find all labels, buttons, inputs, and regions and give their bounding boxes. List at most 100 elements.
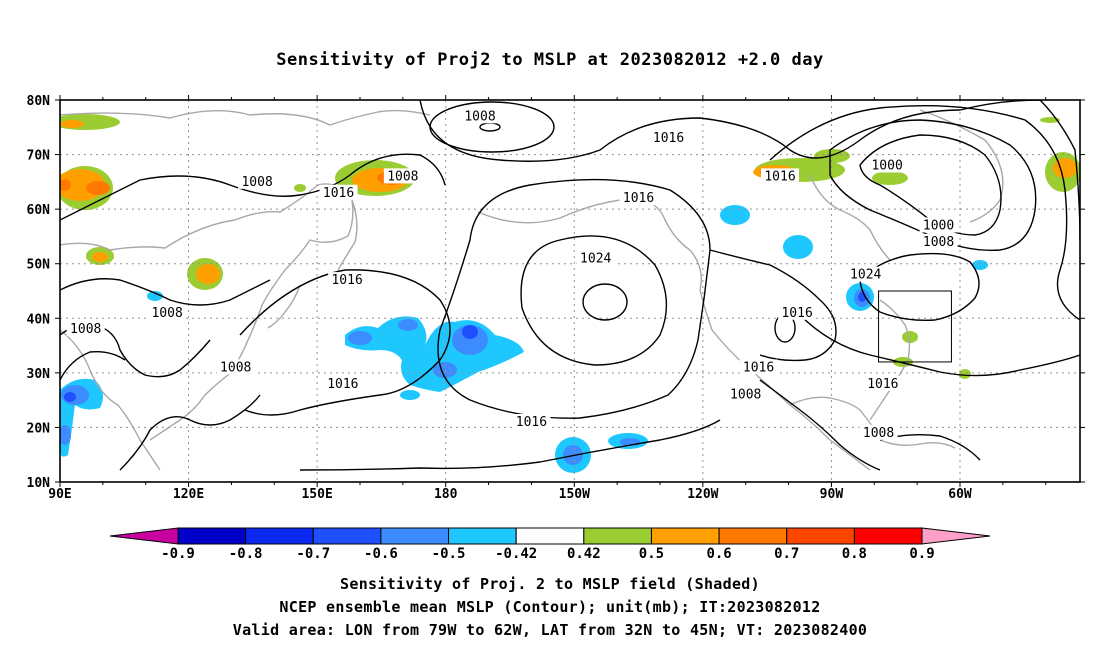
colorbar-label: 0.8 xyxy=(842,546,867,562)
shade-patch xyxy=(92,252,108,262)
colorbar-label: -0.9 xyxy=(161,546,195,562)
contour-1016-na xyxy=(709,249,837,362)
colorbar-label: -0.6 xyxy=(364,546,398,562)
shade-patch xyxy=(462,325,478,339)
contour-pacific-inner xyxy=(582,283,628,321)
contour-1016-arctic xyxy=(419,100,1041,162)
shade-patch xyxy=(64,392,76,402)
contour-label-bg xyxy=(859,424,898,440)
contour-label: 1024 xyxy=(850,268,881,283)
contour-1008-na-gulf xyxy=(759,379,881,471)
shade-patch xyxy=(60,425,71,445)
shade-patch xyxy=(902,331,918,343)
lat-label: 20N xyxy=(27,421,51,436)
contour-labels: 1008101610001016100810161008101610001008… xyxy=(66,108,958,441)
contour-label: 1008 xyxy=(220,360,251,375)
shade-patch xyxy=(872,171,908,185)
valid-area-box xyxy=(878,290,952,363)
colorbar-label: -0.8 xyxy=(229,546,263,562)
shade-patch xyxy=(147,291,163,301)
contour-1016-atlantic-outer xyxy=(769,105,1080,321)
lon-label: 60W xyxy=(948,487,972,502)
contour-label: 1008 xyxy=(151,306,182,321)
shade-patch xyxy=(60,120,84,128)
contour-1016-atlantic xyxy=(799,314,1080,377)
contour-label: 1008 xyxy=(241,175,272,190)
colorbar-label: 0.42 xyxy=(567,546,601,562)
contour-label-bg xyxy=(619,190,658,206)
shade-patch xyxy=(348,331,372,345)
contour-label-bg xyxy=(761,168,799,184)
coastline-kamchatka xyxy=(337,199,358,271)
coastline-asia-east xyxy=(60,183,354,441)
contour-label-bg xyxy=(461,108,499,124)
contour-1008-pacific-outer xyxy=(299,419,721,471)
contour-label: 1016 xyxy=(323,186,354,201)
contour-label-bg xyxy=(319,184,358,200)
contour-1008-atlantic xyxy=(829,119,1037,251)
colorbar-label: 0.7 xyxy=(774,546,799,562)
shade-patch xyxy=(959,369,971,379)
contour-label-bg xyxy=(726,386,765,402)
contour-label-bg xyxy=(846,266,885,282)
latitude-labels: 80N 70N 60N 50N 40N 30N 20N 10N xyxy=(27,94,51,491)
colorbar-swatch xyxy=(245,527,314,545)
map-title: Sensitivity of Proj2 to MSLP at 20230820… xyxy=(276,50,824,70)
coastline-gulf xyxy=(789,396,876,431)
contour-label: 1016 xyxy=(653,131,684,146)
contour-label: 1016 xyxy=(516,415,547,430)
colorbar-swatch xyxy=(650,527,720,545)
shade-patch xyxy=(345,316,524,392)
contour-1016-south-asia xyxy=(119,394,261,471)
contour-label-bg xyxy=(576,250,615,266)
coastline-alaska xyxy=(477,197,691,251)
colorbar-swatch xyxy=(312,527,382,545)
lon-label: 180 xyxy=(434,487,458,502)
contour-label: 1000 xyxy=(923,219,954,234)
contour-label: 1008 xyxy=(863,426,894,441)
shade-patch xyxy=(294,184,306,192)
lat-label: 50N xyxy=(27,258,51,273)
contour-label: 1016 xyxy=(764,169,795,184)
colorbar-swatch xyxy=(853,527,923,545)
colorbar-label: 0.9 xyxy=(909,546,934,562)
longitude-labels: 90E 120E 150E 180 150W 120W 90W 60W xyxy=(48,487,972,502)
shade-patch xyxy=(972,260,988,270)
colorbar-swatch xyxy=(583,527,652,545)
contour-label: 1008 xyxy=(923,235,954,250)
contour-label-bg xyxy=(216,359,255,375)
colorbar-label: -0.42 xyxy=(495,546,537,562)
shade-patch xyxy=(400,390,420,400)
contour-label: 1008 xyxy=(70,322,101,337)
contour-label-bg xyxy=(649,130,688,146)
lon-label: 150E xyxy=(301,487,332,502)
colorbar-swatch xyxy=(786,527,855,545)
shade-patch xyxy=(783,235,813,259)
contour-label: 1008 xyxy=(387,169,418,184)
coastline-caribbean xyxy=(879,439,956,449)
colorbar-label: 0.5 xyxy=(639,546,664,562)
lat-label: 70N xyxy=(27,149,51,164)
colorbar-swatch xyxy=(380,527,450,545)
lon-label: 90E xyxy=(48,487,71,502)
coastlines xyxy=(60,109,1004,471)
lon-label: 90W xyxy=(820,487,844,502)
colorbar-label: -0.5 xyxy=(432,546,466,562)
coastline-japan xyxy=(267,284,301,329)
coastline-eurasia-north xyxy=(60,109,431,126)
contour-label: 1016 xyxy=(743,360,774,375)
shade-patch xyxy=(60,179,71,191)
coastline-india-se-asia xyxy=(60,329,161,471)
shade-patch xyxy=(86,181,110,195)
shade-patch xyxy=(1053,158,1077,178)
shade-patch xyxy=(433,362,457,378)
lat-label: 60N xyxy=(27,203,51,218)
contour-label: 1008 xyxy=(464,109,495,124)
lat-label: 30N xyxy=(27,367,51,382)
coastline-n-america-east xyxy=(869,299,911,421)
mslp-contours xyxy=(60,100,1080,471)
contour-label: 1008 xyxy=(730,388,761,403)
colorbar-swatch xyxy=(515,527,585,545)
lon-label: 120E xyxy=(173,487,204,502)
